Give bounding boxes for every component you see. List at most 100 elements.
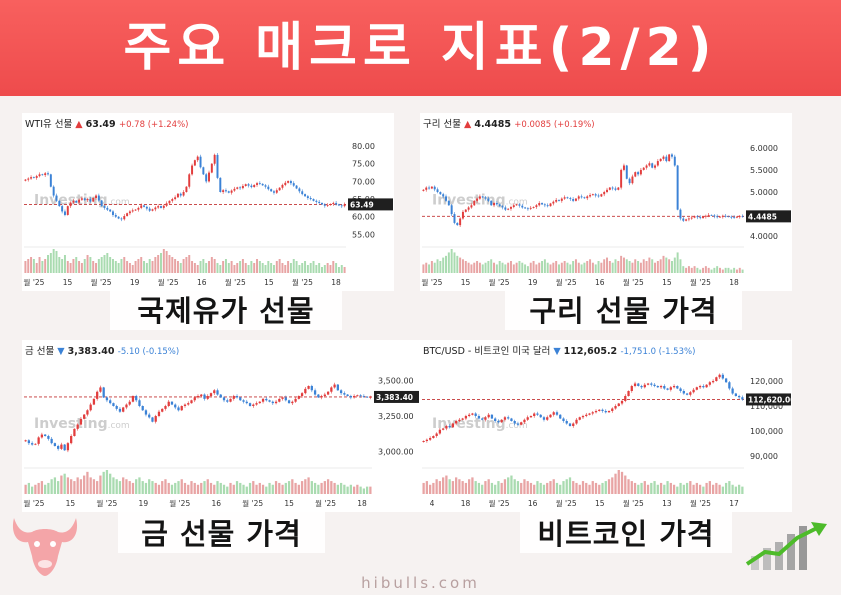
- candle: [692, 387, 695, 394]
- candle: [229, 398, 232, 403]
- candle: [53, 442, 57, 447]
- volume-bar: [662, 255, 665, 273]
- candle: [242, 399, 245, 404]
- x-tick-label: 월 '25: [556, 498, 577, 508]
- candle: [248, 402, 252, 407]
- x-tick-label: 15: [66, 499, 76, 508]
- last-price: 112,605.2: [564, 346, 621, 357]
- candle: [300, 391, 304, 398]
- candle: [656, 385, 659, 388]
- volume-bar: [176, 261, 179, 273]
- volume-bar: [102, 471, 105, 494]
- volume-bar: [654, 262, 657, 273]
- candle: [600, 193, 603, 198]
- y-tick-label: 3,250.00: [378, 412, 414, 421]
- volume-bar: [317, 484, 320, 494]
- x-tick-label: 월 '25: [556, 277, 577, 287]
- volume-bar: [252, 481, 255, 494]
- volume-bar: [61, 259, 64, 273]
- candle: [515, 203, 518, 206]
- candle: [494, 417, 497, 423]
- volume-bar: [250, 261, 253, 273]
- candle: [278, 398, 281, 403]
- volume-bar: [128, 481, 131, 494]
- candle: [343, 391, 346, 396]
- candle: [224, 188, 227, 193]
- volume-bar: [620, 255, 623, 273]
- volume-bar: [500, 482, 503, 494]
- instrument-name: 금 선물: [25, 346, 57, 357]
- candle: [365, 396, 369, 399]
- candle: [507, 415, 510, 420]
- volume-bar: [27, 259, 30, 273]
- volume-bar: [625, 259, 628, 273]
- x-tick-label: 18: [331, 278, 341, 287]
- volume-bar: [306, 265, 309, 273]
- candle: [66, 441, 70, 453]
- volume-bar: [86, 471, 89, 494]
- volume-bar: [692, 484, 695, 494]
- last-price: 3,383.40: [68, 346, 118, 357]
- volume-bar: [659, 482, 663, 494]
- candle: [676, 164, 679, 211]
- volume-bar: [606, 257, 608, 273]
- volume-bar: [141, 481, 144, 494]
- volume-bar: [165, 251, 168, 273]
- volume-bar: [476, 261, 479, 273]
- volume-bar: [196, 265, 199, 273]
- candle: [209, 392, 213, 397]
- candle: [651, 162, 654, 169]
- volume-bar: [425, 481, 429, 494]
- candle: [330, 386, 333, 394]
- candle: [589, 193, 592, 198]
- candle: [304, 193, 307, 197]
- volume-bar: [738, 267, 741, 273]
- candle: [41, 173, 44, 176]
- volume-bar: [27, 482, 31, 494]
- volume-bar: [588, 484, 591, 494]
- candle: [654, 164, 657, 170]
- candle: [193, 159, 196, 167]
- x-tick-label: 월 '25: [623, 498, 644, 508]
- x-tick-label: 월 '25: [422, 277, 443, 287]
- candle: [76, 423, 79, 431]
- candle: [92, 398, 96, 406]
- candle: [666, 387, 669, 391]
- volume-bar: [37, 482, 40, 494]
- candle: [583, 196, 586, 199]
- candle: [738, 215, 741, 219]
- volume-bar: [600, 262, 603, 273]
- volume-bar: [650, 482, 653, 494]
- volume-bar: [733, 267, 736, 273]
- volume-bar: [510, 475, 513, 494]
- candle: [83, 197, 86, 201]
- x-tick-label: 월 '25: [292, 277, 313, 287]
- candle: [179, 192, 182, 198]
- candle: [516, 421, 520, 426]
- panel-gold: 금 선물 ▼ 3,383.40 -5.10 (-0.15%) Investing.…: [22, 340, 420, 512]
- volume-bar: [151, 261, 154, 273]
- candle: [157, 409, 161, 418]
- y-tick-label: 110,000: [750, 402, 783, 411]
- volume-bar: [131, 482, 135, 494]
- candle: [193, 396, 196, 403]
- candle: [704, 214, 707, 219]
- candle: [255, 401, 258, 406]
- volume-bar: [267, 261, 270, 273]
- volume-bar: [524, 264, 527, 273]
- volume-bar: [109, 473, 112, 494]
- candle: [470, 203, 473, 209]
- volume-bar: [76, 477, 79, 494]
- volume-bar: [447, 252, 450, 273]
- candle: [634, 171, 637, 178]
- candle: [447, 200, 450, 206]
- candle: [47, 171, 49, 176]
- candle: [206, 394, 209, 401]
- volume-bar: [343, 267, 346, 273]
- volume-bar: [369, 486, 372, 494]
- candle: [72, 198, 75, 204]
- volume-bar: [645, 261, 648, 273]
- volume-bar: [89, 257, 92, 273]
- candle: [689, 391, 692, 397]
- volume-bar: [696, 267, 699, 273]
